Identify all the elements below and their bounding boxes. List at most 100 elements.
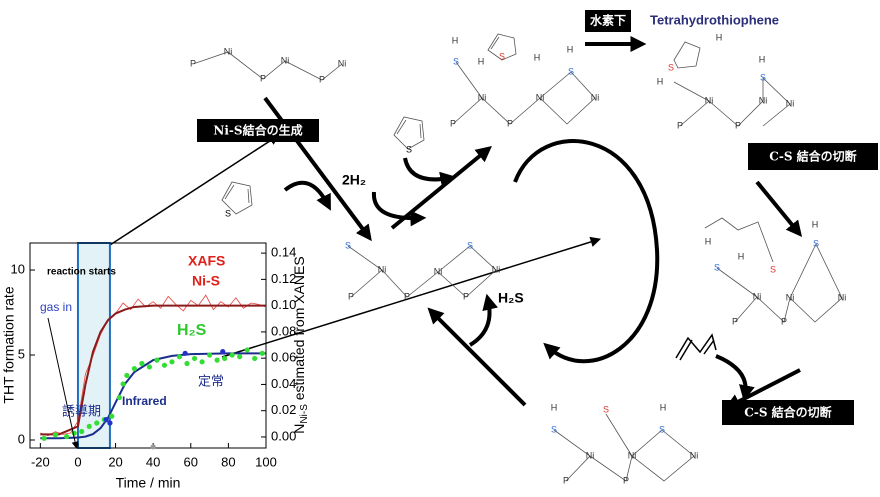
butadiene xyxy=(676,335,716,360)
y-tick-label: 0 xyxy=(18,431,25,446)
atom: S xyxy=(813,238,819,248)
atom: P xyxy=(735,120,741,130)
product-name: Tetrahydrothiophene xyxy=(650,12,779,27)
x-tick-label: -20 xyxy=(31,454,50,469)
atom: Ni xyxy=(478,92,487,102)
atom: S xyxy=(568,66,574,76)
cycle-arrow xyxy=(515,141,657,361)
atom: Ni xyxy=(628,450,637,460)
atom: Ni xyxy=(786,98,795,108)
x-tick-label: 80 xyxy=(221,454,235,469)
step-label: C-S 結合の切断 xyxy=(769,149,856,164)
arrow xyxy=(405,158,450,179)
arrow xyxy=(470,300,490,345)
annotation: gas in xyxy=(40,300,72,314)
data-point xyxy=(132,366,137,371)
diagram: 水素下 Tetrahydrothiophene Ni-S結合の生成 C-S 結合… xyxy=(0,0,880,497)
atom: H xyxy=(657,76,664,86)
y-tick-label: 5 xyxy=(18,346,25,361)
label-part: Ni-S xyxy=(299,404,310,424)
data-point xyxy=(124,373,129,378)
reagent: 2H₂ xyxy=(342,172,366,188)
arrows xyxy=(110,44,800,406)
x-tick-label: 40 xyxy=(146,454,160,469)
y-axis-label: THT formation rate xyxy=(1,286,17,403)
atom: S xyxy=(467,240,473,250)
atom: H xyxy=(759,54,766,64)
x-tick-label: 60 xyxy=(184,454,198,469)
arrow xyxy=(265,98,368,236)
annotation: 定常 xyxy=(198,373,224,388)
data-point xyxy=(79,429,84,434)
atom: H xyxy=(478,56,485,66)
atom: P xyxy=(677,120,683,130)
arrow xyxy=(716,356,746,395)
atom: H xyxy=(452,35,459,45)
condition: 水素下 xyxy=(590,13,626,28)
atom: H xyxy=(660,402,667,412)
pointer xyxy=(110,137,276,245)
atom: Ni xyxy=(536,92,545,102)
atom: Ni xyxy=(786,292,795,302)
atom: S xyxy=(499,51,505,61)
data-point xyxy=(139,361,144,366)
atom: P xyxy=(623,475,629,485)
atom: Ni xyxy=(434,266,443,276)
data-point xyxy=(109,414,114,419)
atom: Ni xyxy=(705,95,714,105)
arrow xyxy=(285,183,328,205)
atom: P xyxy=(463,291,469,301)
data-point xyxy=(154,358,159,363)
atom: Ni xyxy=(838,292,847,302)
label-part: estimated from XANES xyxy=(291,256,307,404)
atom: H xyxy=(534,52,541,62)
step-label: Ni-S結合の生成 xyxy=(213,123,302,138)
atom: Ni xyxy=(591,92,600,102)
atom: S xyxy=(770,264,776,274)
atom: H xyxy=(738,251,745,261)
bonds xyxy=(674,78,790,126)
x-tick-label: 0 xyxy=(74,454,81,469)
data-point xyxy=(64,434,69,439)
data-point xyxy=(147,364,152,369)
atom: S xyxy=(453,56,459,66)
data-point xyxy=(220,349,225,354)
atom: S xyxy=(406,144,412,154)
atom: P xyxy=(563,475,569,485)
atom: Ni xyxy=(690,450,699,460)
atom: P xyxy=(450,118,456,128)
data-point xyxy=(177,354,182,359)
atom: P xyxy=(190,58,196,68)
bonds xyxy=(554,414,694,481)
data-point xyxy=(252,356,257,361)
atom: S xyxy=(551,424,557,434)
atom: H xyxy=(705,236,712,246)
x-tick-label: 100 xyxy=(255,454,277,469)
atom: S xyxy=(760,72,766,82)
arrow xyxy=(757,182,798,232)
annotation: Infrared xyxy=(122,394,167,408)
atom: Ni xyxy=(759,95,768,105)
data-point xyxy=(260,351,265,356)
arrow xyxy=(374,192,420,218)
data-point xyxy=(151,444,156,449)
atom: P xyxy=(404,291,410,301)
data-point xyxy=(42,436,47,441)
ring xyxy=(674,42,700,68)
step-label: C-S 結合の切断 xyxy=(744,405,831,420)
data-point xyxy=(87,424,92,429)
data-point xyxy=(192,356,197,361)
atom: Ni xyxy=(492,264,501,274)
pointer xyxy=(48,318,76,446)
data-point xyxy=(107,420,112,425)
atom: H xyxy=(812,219,819,229)
annotation: H₂S xyxy=(177,322,207,339)
data-point xyxy=(215,358,220,363)
data-point xyxy=(222,356,227,361)
data-point xyxy=(169,359,174,364)
atom: P xyxy=(781,316,787,326)
data-point xyxy=(184,361,189,366)
y-tick-label: 10 xyxy=(11,261,25,276)
atom: P xyxy=(732,316,738,326)
atom: Ni xyxy=(378,264,387,274)
